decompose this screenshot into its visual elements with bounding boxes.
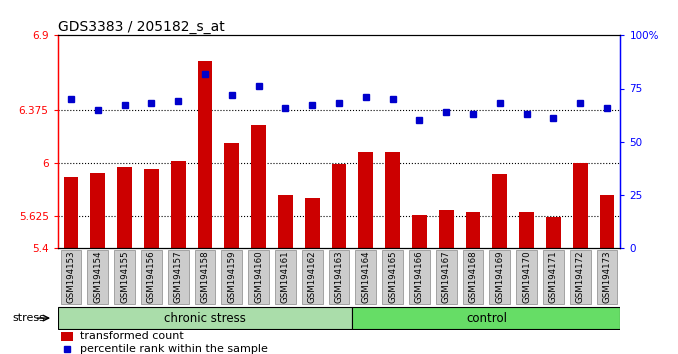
Bar bbox=[385, 152, 400, 248]
Text: GSM194162: GSM194162 bbox=[308, 251, 317, 303]
Text: GSM194172: GSM194172 bbox=[576, 251, 584, 303]
Text: percentile rank within the sample: percentile rank within the sample bbox=[79, 344, 267, 354]
Text: GSM194154: GSM194154 bbox=[94, 251, 102, 303]
FancyBboxPatch shape bbox=[355, 250, 376, 304]
Text: transformed count: transformed count bbox=[79, 331, 183, 341]
Bar bbox=[278, 195, 293, 248]
FancyBboxPatch shape bbox=[436, 250, 457, 304]
Text: GSM194173: GSM194173 bbox=[603, 251, 612, 303]
Text: chronic stress: chronic stress bbox=[164, 312, 246, 325]
Bar bbox=[252, 125, 266, 248]
Bar bbox=[144, 169, 159, 248]
FancyBboxPatch shape bbox=[167, 250, 188, 304]
Text: GSM194158: GSM194158 bbox=[201, 251, 210, 303]
Text: GSM194165: GSM194165 bbox=[388, 251, 397, 303]
Bar bbox=[439, 210, 454, 248]
Bar bbox=[61, 332, 73, 341]
Text: GSM194157: GSM194157 bbox=[174, 251, 182, 303]
FancyBboxPatch shape bbox=[114, 250, 135, 304]
FancyBboxPatch shape bbox=[570, 250, 591, 304]
Text: GSM194166: GSM194166 bbox=[415, 251, 424, 303]
FancyBboxPatch shape bbox=[60, 250, 81, 304]
Text: GSM194164: GSM194164 bbox=[361, 251, 370, 303]
FancyBboxPatch shape bbox=[329, 250, 349, 304]
FancyBboxPatch shape bbox=[221, 250, 242, 304]
Bar bbox=[546, 217, 561, 248]
Bar bbox=[90, 173, 105, 248]
Bar bbox=[198, 61, 212, 248]
FancyBboxPatch shape bbox=[490, 250, 511, 304]
Text: GSM194170: GSM194170 bbox=[522, 251, 531, 303]
Bar bbox=[117, 167, 132, 248]
Text: GSM194159: GSM194159 bbox=[227, 251, 237, 303]
FancyBboxPatch shape bbox=[275, 250, 296, 304]
Bar bbox=[519, 212, 534, 248]
Text: GSM194171: GSM194171 bbox=[549, 251, 558, 303]
Bar bbox=[64, 177, 79, 248]
Bar bbox=[412, 215, 426, 248]
FancyBboxPatch shape bbox=[516, 250, 537, 304]
FancyBboxPatch shape bbox=[248, 250, 269, 304]
Text: GSM194167: GSM194167 bbox=[441, 251, 451, 303]
Bar bbox=[466, 212, 480, 248]
Bar bbox=[359, 152, 373, 248]
FancyBboxPatch shape bbox=[409, 250, 430, 304]
Text: GSM194155: GSM194155 bbox=[120, 251, 129, 303]
Bar bbox=[573, 163, 588, 248]
FancyBboxPatch shape bbox=[87, 250, 108, 304]
Text: GSM194161: GSM194161 bbox=[281, 251, 290, 303]
Bar bbox=[599, 195, 614, 248]
Bar bbox=[171, 161, 186, 248]
Text: GSM194163: GSM194163 bbox=[334, 251, 344, 303]
Text: GSM194169: GSM194169 bbox=[496, 251, 504, 303]
Bar bbox=[224, 143, 239, 248]
FancyBboxPatch shape bbox=[353, 307, 620, 329]
Text: GSM194156: GSM194156 bbox=[147, 251, 156, 303]
FancyBboxPatch shape bbox=[543, 250, 564, 304]
Text: GDS3383 / 205182_s_at: GDS3383 / 205182_s_at bbox=[58, 21, 224, 34]
FancyBboxPatch shape bbox=[462, 250, 483, 304]
FancyBboxPatch shape bbox=[141, 250, 162, 304]
FancyBboxPatch shape bbox=[597, 250, 618, 304]
FancyBboxPatch shape bbox=[382, 250, 403, 304]
Text: stress: stress bbox=[13, 313, 45, 323]
FancyBboxPatch shape bbox=[302, 250, 323, 304]
Bar bbox=[492, 174, 507, 248]
FancyBboxPatch shape bbox=[58, 307, 353, 329]
Bar bbox=[332, 164, 346, 248]
Bar bbox=[305, 198, 319, 248]
Text: GSM194160: GSM194160 bbox=[254, 251, 263, 303]
Text: GSM194153: GSM194153 bbox=[66, 251, 75, 303]
Text: GSM194168: GSM194168 bbox=[468, 251, 477, 303]
FancyBboxPatch shape bbox=[195, 250, 216, 304]
Text: control: control bbox=[466, 312, 507, 325]
